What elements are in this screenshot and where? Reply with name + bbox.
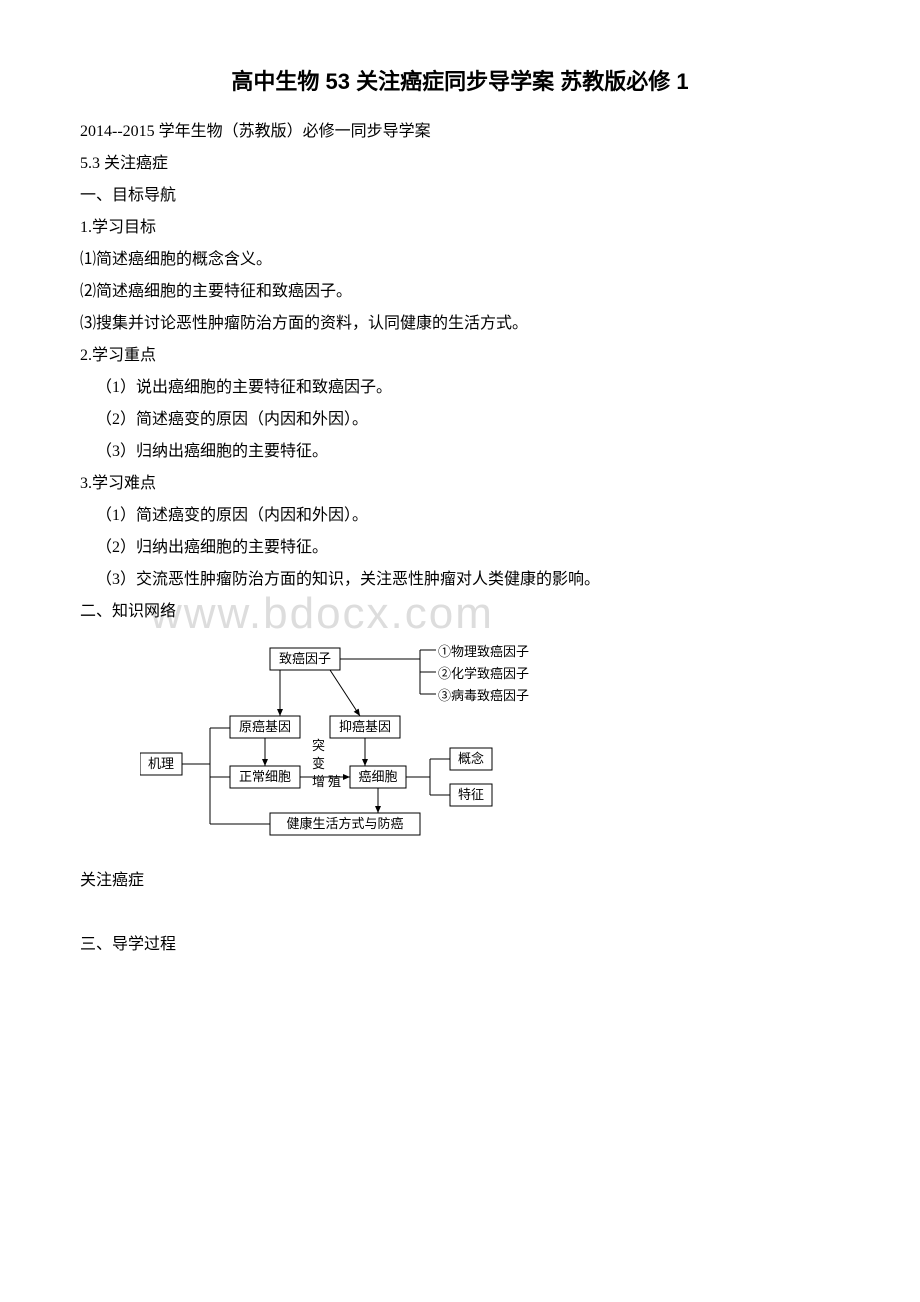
text-line: （2）归纳出癌细胞的主要特征。 xyxy=(80,532,840,564)
knowledge-network-diagram: 致癌因子原癌基因 抑癌基因机理正常细胞 癌细胞 概念特征健康生活方式与防癌 ①物理致癌因… xyxy=(140,638,840,855)
text-line: （3）交流恶性肿瘤防治方面的知识，关注恶性肿瘤对人类健康的影响。 xyxy=(80,564,840,596)
text-line: 1.学习目标 xyxy=(80,212,840,244)
svg-text:健康生活方式与防癌: 健康生活方式与防癌 xyxy=(286,816,403,831)
text-line: 3.学习难点 xyxy=(80,468,840,500)
svg-text:③病毒致癌因子: ③病毒致癌因子 xyxy=(438,688,529,703)
svg-text:原癌基因: 原癌基因 xyxy=(239,719,291,734)
text-line: 2.学习重点 xyxy=(80,340,840,372)
svg-text:正常细胞: 正常细胞 xyxy=(239,769,291,784)
text-line: ⑴简述癌细胞的概念含义。 xyxy=(80,244,840,276)
text-line xyxy=(80,897,840,929)
text-line: （1）说出癌细胞的主要特征和致癌因子。 xyxy=(80,372,840,404)
page-title: 高中生物 53 关注癌症同步导学案 苏教版必修 1 xyxy=(80,60,840,104)
svg-text:突: 突 xyxy=(312,738,325,753)
svg-text:概念: 概念 xyxy=(458,751,484,766)
document-content: 高中生物 53 关注癌症同步导学案 苏教版必修 1 2014--2015 学年生… xyxy=(80,60,840,961)
section-heading: 二、知识网络 xyxy=(80,596,840,628)
svg-text:致癌因子: 致癌因子 xyxy=(279,651,331,666)
text-line: 2014--2015 学年生物（苏教版）必修一同步导学案 xyxy=(80,116,840,148)
svg-text:②化学致癌因子: ②化学致癌因子 xyxy=(438,666,529,681)
text-line: 5.3 关注癌症 xyxy=(80,148,840,180)
svg-text:殖: 殖 xyxy=(328,774,341,789)
text-line: （1）简述癌变的原因（内因和外因）。 xyxy=(80,500,840,532)
svg-text:机理: 机理 xyxy=(148,756,174,771)
text-line: ⑶搜集并讨论恶性肿瘤防治方面的资料，认同健康的生活方式。 xyxy=(80,308,840,340)
svg-text:特征: 特征 xyxy=(458,787,484,802)
svg-text:增: 增 xyxy=(312,774,325,789)
svg-text:变: 变 xyxy=(312,756,325,771)
section-heading: 三、导学过程 xyxy=(80,929,840,961)
text-line: （3）归纳出癌细胞的主要特征。 xyxy=(80,436,840,468)
svg-text:抑癌基因: 抑癌基因 xyxy=(339,719,391,734)
text-line: ⑵简述癌细胞的主要特征和致癌因子。 xyxy=(80,276,840,308)
diagram-svg: 致癌因子原癌基因 抑癌基因机理正常细胞 癌细胞 概念特征健康生活方式与防癌 ①物理致癌因… xyxy=(140,638,560,843)
svg-text:癌细胞: 癌细胞 xyxy=(358,769,397,784)
text-line: 一、目标导航 xyxy=(80,180,840,212)
text-line: 关注癌症 xyxy=(80,865,840,897)
text-line: （2）简述癌变的原因（内因和外因）。 xyxy=(80,404,840,436)
svg-text:①物理致癌因子: ①物理致癌因子 xyxy=(438,644,529,659)
